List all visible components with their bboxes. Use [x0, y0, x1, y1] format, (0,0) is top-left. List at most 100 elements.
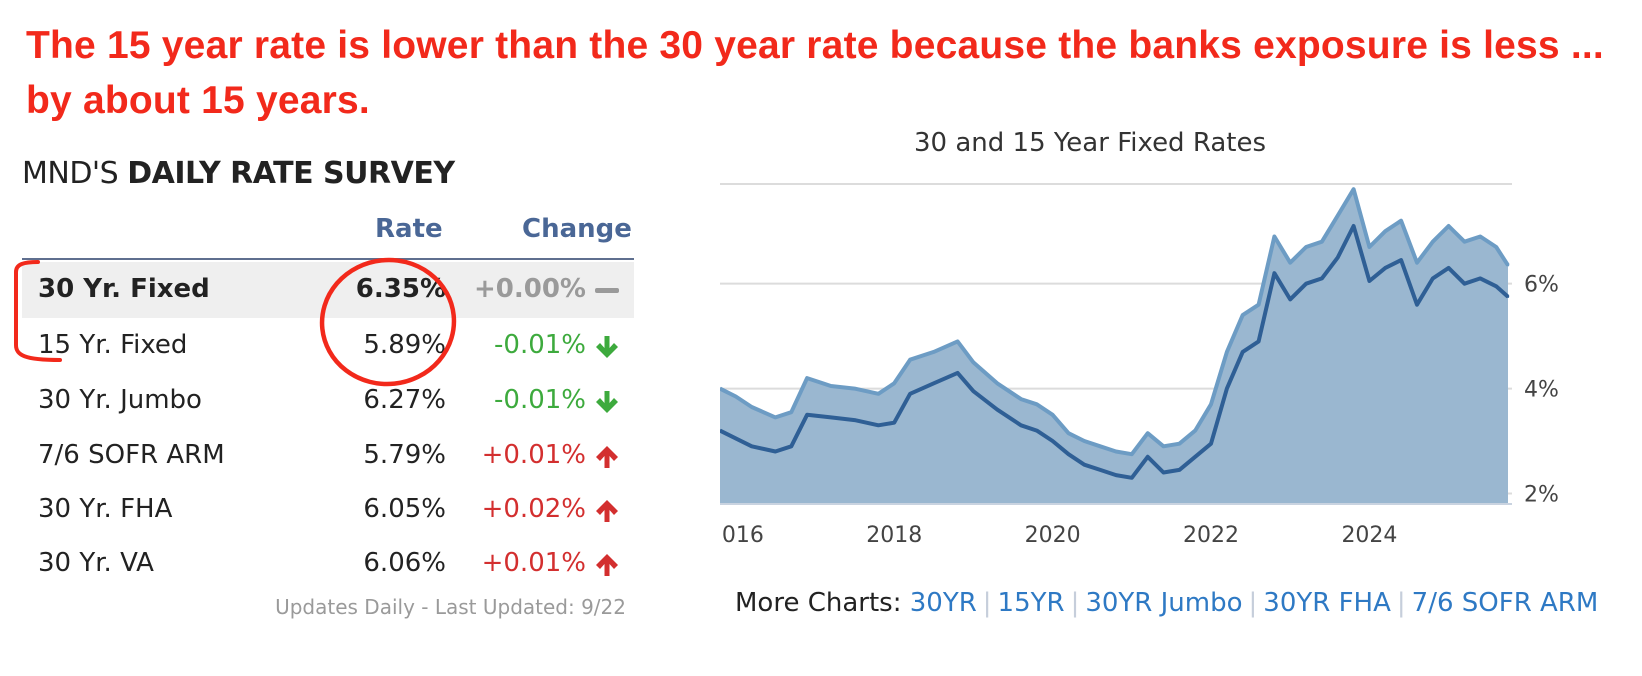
data-point-15-year — [750, 445, 753, 448]
link-separator: | — [1070, 588, 1080, 618]
loan-type: 30 Yr. VA — [38, 548, 154, 578]
data-point-15-year — [1035, 429, 1038, 432]
data-point-30-year — [908, 358, 912, 361]
arrow-down-icon — [596, 391, 618, 413]
data-point-15-year — [893, 421, 896, 424]
chart-link[interactable]: 15YR — [997, 588, 1065, 618]
data-point-15-year — [1494, 285, 1498, 288]
data-point-15-year — [1352, 224, 1355, 228]
data-point-15-year — [1225, 387, 1229, 390]
loan-type: 15 Yr. Fixed — [38, 330, 188, 360]
chart-link[interactable]: 30YR FHA — [1263, 588, 1391, 618]
data-point-15-year — [1415, 303, 1419, 306]
data-point-30-year — [829, 384, 833, 388]
data-point-15-year — [774, 450, 777, 453]
data-point-15-year — [1320, 277, 1324, 280]
link-separator: | — [1396, 588, 1406, 618]
no-change-dash-icon — [595, 288, 619, 293]
loan-type: 30 Yr. Jumbo — [38, 385, 202, 415]
y-tick-label: 6% — [1524, 273, 1559, 298]
data-point-30-year — [1051, 413, 1054, 417]
data-point-30-year — [1384, 230, 1387, 233]
data-point-15-year — [720, 429, 722, 432]
data-point-15-year — [932, 382, 936, 385]
data-point-30-year — [1506, 264, 1510, 267]
rate-value: 6.06% — [363, 548, 446, 578]
data-point-15-year — [829, 416, 833, 419]
data-point-15-year — [1178, 468, 1181, 472]
rate-row[interactable]: 30 Yr. VA 6.06% +0.01% — [22, 536, 634, 592]
link-separator: | — [1248, 588, 1258, 618]
chart-link[interactable]: 7/6 SOFR ARM — [1411, 588, 1599, 618]
data-point-30-year — [1019, 397, 1023, 401]
data-point-15-year — [734, 437, 738, 440]
data-point-30-year — [1146, 431, 1149, 435]
data-point-30-year — [1130, 452, 1134, 456]
data-point-30-year — [1368, 245, 1371, 249]
data-point-15-year — [790, 445, 793, 448]
data-point-30-year — [972, 361, 975, 364]
rate-row[interactable]: 30 Yr. Jumbo 6.27% -0.01% — [22, 373, 634, 429]
data-point-30-year — [1035, 403, 1038, 406]
rate-value: 6.35% — [355, 274, 446, 304]
data-point-15-year — [1162, 471, 1165, 474]
data-point-30-year — [1399, 219, 1403, 222]
header-divider — [22, 258, 634, 260]
data-point-15-year — [1506, 295, 1510, 298]
data-point-30-year — [1114, 450, 1118, 453]
data-point-30-year — [893, 382, 896, 385]
data-point-15-year — [1257, 340, 1260, 343]
rate-value: 6.05% — [363, 494, 446, 524]
rate-value: 5.89% — [363, 330, 446, 360]
chart-link[interactable]: 30YR — [909, 588, 977, 618]
rates-chart: 2% 4% 6% 2016 2018 2020 2022 2024 — [720, 183, 1559, 548]
data-point-15-year — [877, 424, 880, 427]
more-charts: More Charts: 30YR | 15YR | 30YR Jumbo | 30YR F… — [735, 588, 1598, 618]
rate-row[interactable]: 30 Yr. Fixed 6.35% +0.00% — [22, 262, 634, 318]
change-value: +0.01% — [481, 440, 586, 470]
data-point-30-year — [1257, 303, 1260, 306]
data-point-30-year — [1289, 261, 1292, 264]
data-point-30-year — [1320, 240, 1324, 243]
data-point-15-year — [805, 413, 809, 417]
data-point-15-year — [1304, 282, 1308, 285]
rate-row[interactable]: 30 Yr. FHA 6.05% +0.02% — [22, 482, 634, 538]
data-point-15-year — [1399, 258, 1403, 262]
change-value: +0.02% — [481, 494, 586, 524]
change-value: -0.01% — [494, 330, 586, 360]
x-tick-label: 2018 — [866, 523, 922, 548]
area-fill-30-year — [720, 189, 1508, 504]
data-point-15-year — [1051, 439, 1054, 443]
data-point-15-year — [1384, 266, 1387, 270]
rate-row[interactable]: 15 Yr. Fixed 5.89% -0.01% — [22, 318, 634, 374]
annotation-text: The 15 year rate is lower than the 30 ye… — [26, 24, 1604, 122]
data-point-30-year — [790, 410, 793, 414]
rate-column-header: Rate — [375, 214, 443, 244]
change-value: -0.01% — [494, 385, 586, 415]
data-point-30-year — [1415, 261, 1419, 264]
change-value: +0.00% — [474, 274, 586, 304]
data-point-15-year — [1431, 277, 1434, 280]
x-tick-label: 2024 — [1341, 523, 1397, 548]
data-point-15-year — [853, 418, 856, 422]
arrow-down-icon — [596, 336, 618, 358]
more-charts-label: More Charts: — [735, 588, 902, 618]
x-tick-label: 2020 — [1025, 523, 1081, 548]
data-point-15-year — [972, 390, 975, 393]
data-point-15-year — [1067, 452, 1070, 456]
data-point-30-year — [1463, 240, 1466, 243]
data-point-30-year — [1241, 313, 1244, 317]
rate-row[interactable]: 7/6 SOFR ARM 5.79% +0.01% — [22, 428, 634, 484]
data-point-30-year — [956, 340, 959, 343]
data-point-30-year — [1098, 445, 1102, 448]
data-point-30-year — [1162, 445, 1165, 448]
data-point-30-year — [932, 350, 936, 354]
data-point-15-year — [1336, 256, 1339, 259]
data-point-15-year — [1114, 473, 1118, 477]
chart-link[interactable]: 30YR Jumbo — [1085, 588, 1243, 618]
data-point-30-year — [1352, 188, 1355, 191]
data-point-30-year — [877, 392, 880, 396]
data-point-15-year — [1463, 282, 1466, 285]
data-point-30-year — [1067, 431, 1070, 435]
data-point-30-year — [1209, 403, 1213, 406]
